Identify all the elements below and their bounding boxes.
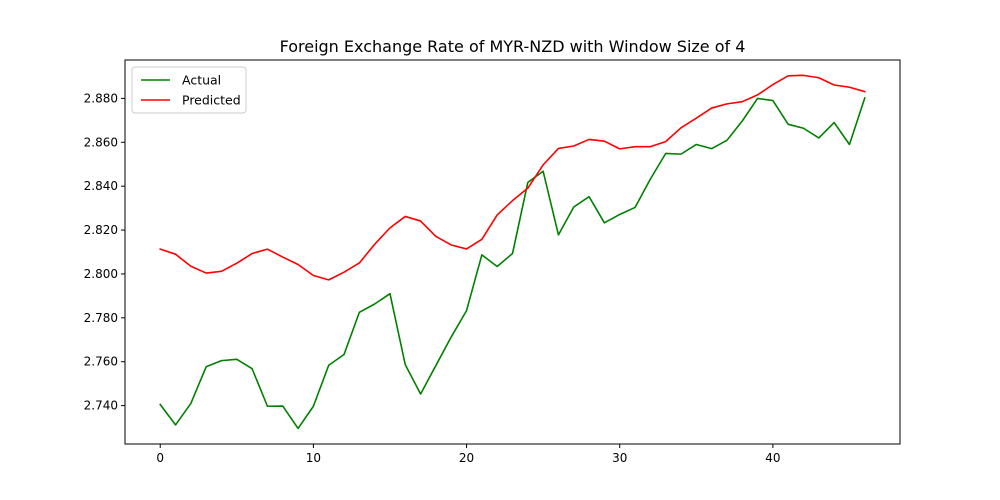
axes-frame <box>124 59 901 445</box>
y-tick-label: 2.860 <box>84 135 118 149</box>
y-tick-label: 2.880 <box>84 91 118 105</box>
y-tick-label: 2.840 <box>84 179 118 193</box>
y-tick-label: 2.740 <box>84 399 118 413</box>
legend-label-actual: Actual <box>182 73 221 88</box>
y-tick-label: 2.820 <box>84 223 118 237</box>
x-axis: 0 10 20 30 40 <box>156 444 781 465</box>
x-tick-label: 20 <box>459 451 474 465</box>
legend-label-predicted: Predicted <box>182 93 241 108</box>
legend: Actual Predicted <box>131 66 247 114</box>
x-tick-label: 40 <box>765 451 780 465</box>
y-tick-label: 2.780 <box>84 311 118 325</box>
series-line-predicted <box>159 74 866 281</box>
legend-box <box>131 66 247 114</box>
x-tick-label: 30 <box>612 451 627 465</box>
series-line-actual <box>159 96 866 430</box>
series-layer <box>159 74 866 430</box>
x-tick-label: 0 <box>156 451 164 465</box>
chart-title: Foreign Exchange Rate of MYR-NZD with Wi… <box>280 37 746 56</box>
x-tick-label: 10 <box>306 451 321 465</box>
y-tick-label: 2.760 <box>84 355 118 369</box>
y-axis: 2.740 2.760 2.780 2.800 2.820 2.840 2.860 2.880 <box>84 91 125 413</box>
y-tick-label: 2.800 <box>84 267 118 281</box>
